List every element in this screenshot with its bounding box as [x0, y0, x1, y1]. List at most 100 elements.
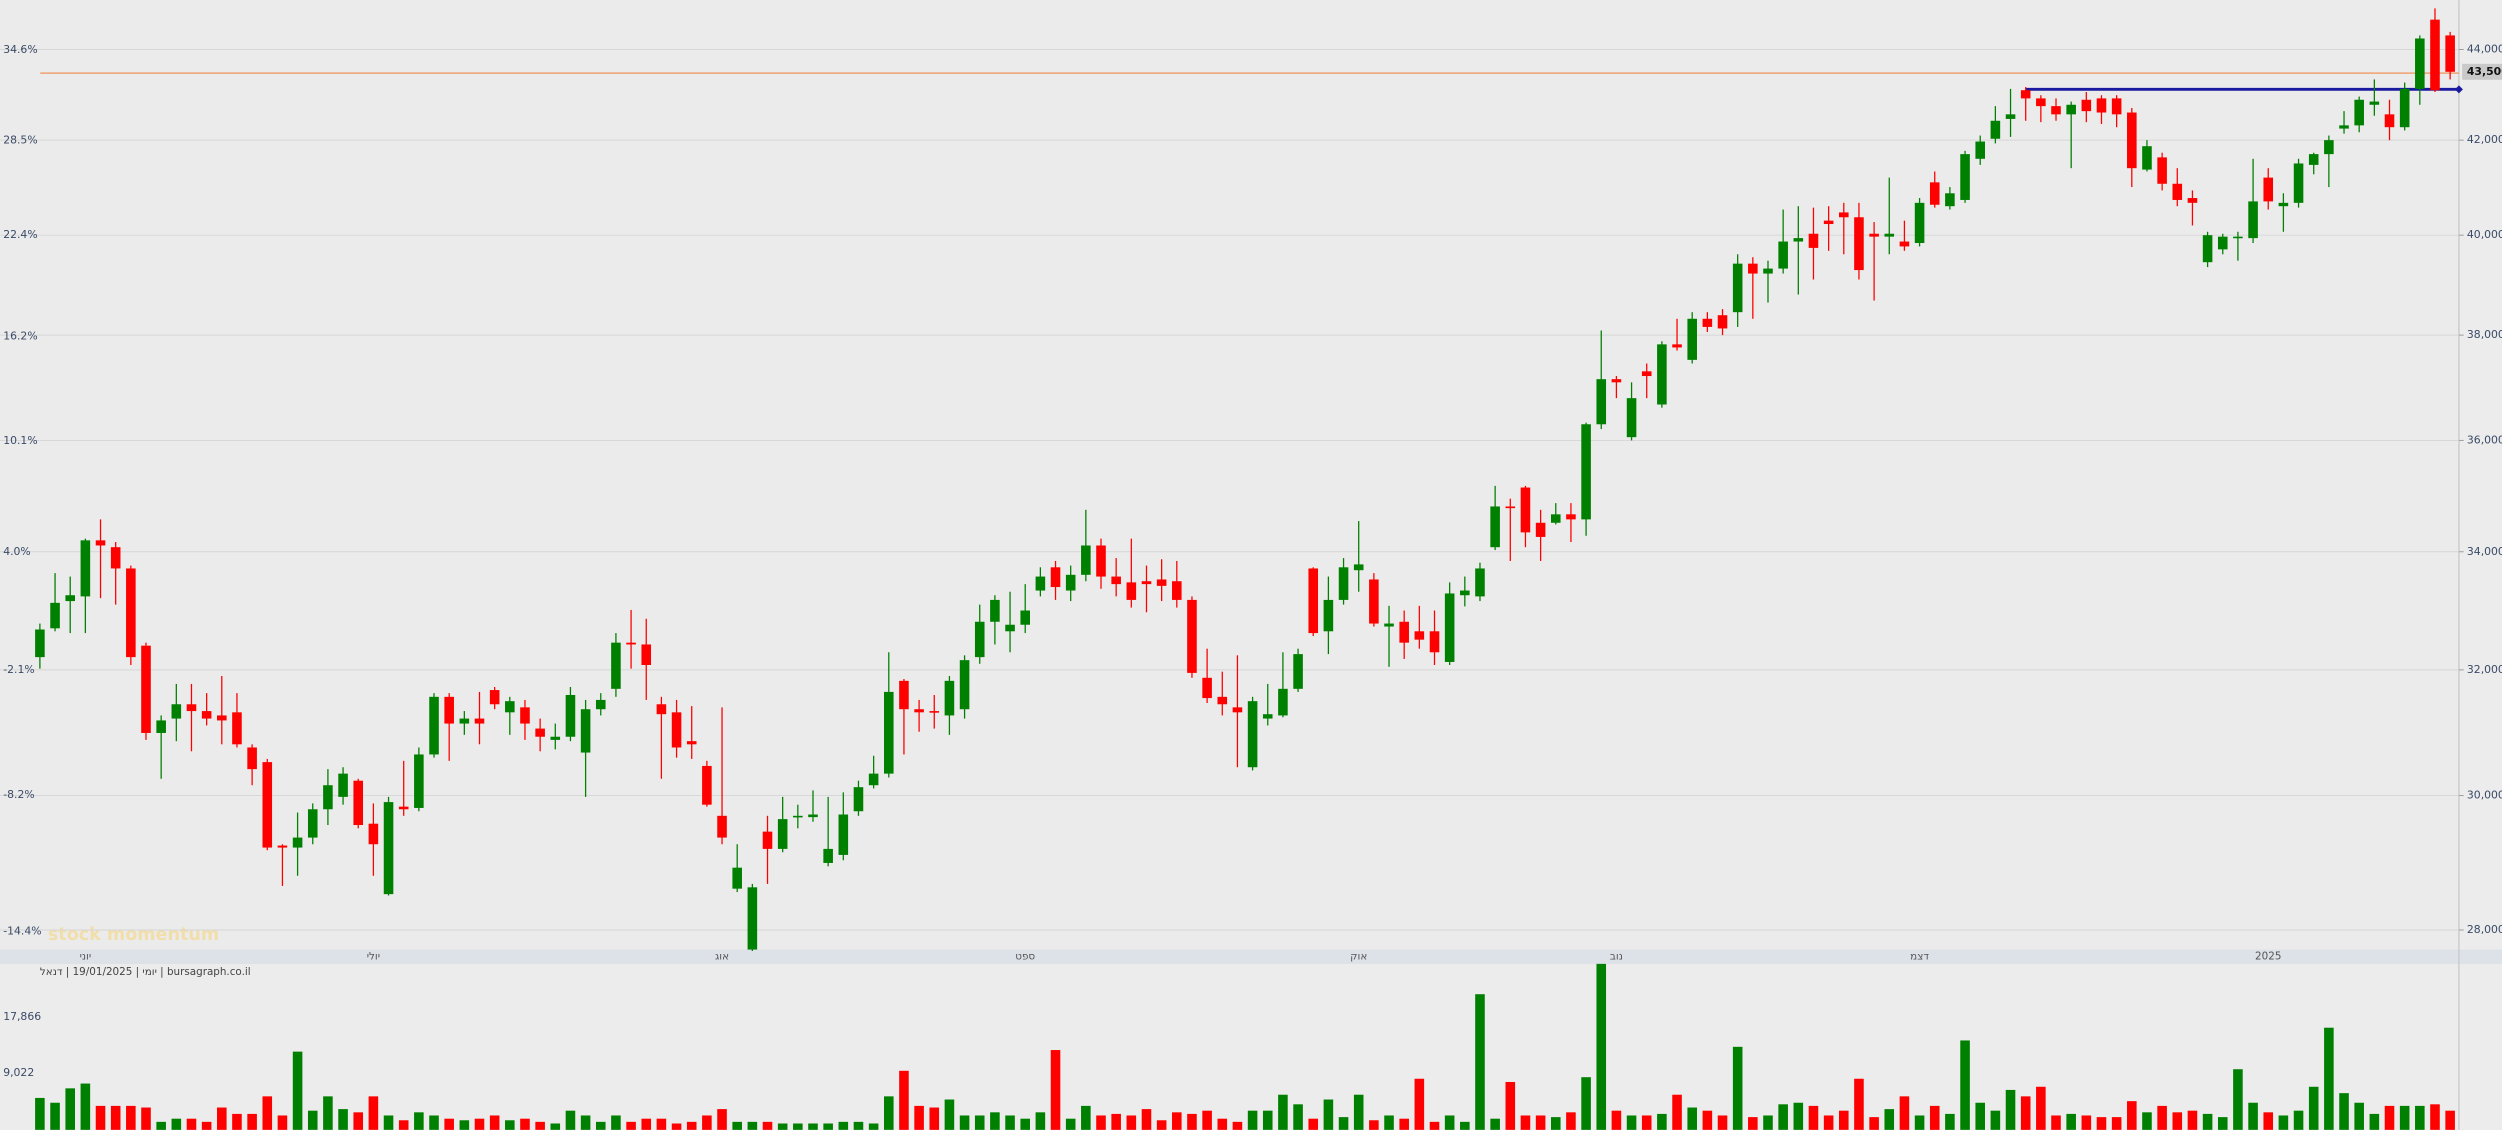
- volume-bar: [414, 1112, 424, 1130]
- candle-body: [1808, 233, 1819, 248]
- volume-bar: [2096, 1117, 2107, 1130]
- volume-bar: [611, 1115, 621, 1130]
- volume-bar: [2036, 1086, 2046, 1130]
- volume-bar: [793, 1123, 803, 1130]
- candle-body: [2142, 146, 2152, 170]
- volume-bar: [1823, 1115, 1834, 1130]
- volume-bar: [944, 1099, 955, 1130]
- volume-bar: [1687, 1107, 1697, 1130]
- candle-body: [1732, 263, 1743, 313]
- volume-bar: [747, 1121, 758, 1130]
- y2-tick-label: 28.5%: [3, 133, 37, 146]
- volume-bar: [1839, 1110, 1849, 1130]
- candle-body: [1232, 707, 1243, 713]
- candle-body: [2005, 114, 2016, 119]
- candle-body: [1353, 564, 1364, 571]
- volume-bar: [656, 1118, 667, 1130]
- candle-body: [217, 715, 227, 721]
- x-tick-label: 2025: [2255, 951, 2281, 963]
- candle-body: [338, 773, 348, 797]
- volume-bar: [1126, 1115, 1137, 1130]
- volume-bar: [1111, 1113, 1121, 1130]
- candle-body: [489, 690, 500, 705]
- volume-bar: [1626, 1115, 1637, 1130]
- candle-body: [1020, 610, 1031, 625]
- volume-bar: [338, 1109, 348, 1130]
- volume-bar: [808, 1123, 818, 1130]
- volume-bar: [474, 1118, 485, 1130]
- volume-bar: [1611, 1110, 1622, 1130]
- volume-bar: [1050, 1050, 1061, 1130]
- candle-body: [1202, 677, 1212, 699]
- volume-bar: [2202, 1113, 2213, 1130]
- candle-body: [2293, 163, 2304, 203]
- candle-body: [702, 765, 712, 805]
- candle-body: [2445, 35, 2455, 72]
- volume-bar: [974, 1115, 985, 1130]
- volume-bar: [2172, 1112, 2183, 1130]
- volume-bar: [762, 1121, 773, 1130]
- candle-body: [883, 691, 894, 774]
- volume-bar: [1414, 1078, 1425, 1130]
- volume-bar: [1763, 1115, 1773, 1130]
- volume-bar: [2187, 1110, 2198, 1130]
- candle-body: [1460, 590, 1470, 596]
- candle-body: [990, 599, 1000, 622]
- candle-body: [2399, 88, 2410, 128]
- y-tick-label: 36,000: [2467, 433, 2502, 446]
- volume-bar: [1081, 1105, 1091, 1130]
- volume-bar: [1247, 1110, 1258, 1130]
- candle-body: [1611, 379, 1622, 383]
- candle-body: [307, 809, 318, 838]
- volume-bar: [1929, 1105, 1940, 1130]
- volume-bar: [1384, 1115, 1394, 1130]
- volume-bar: [110, 1105, 121, 1130]
- candle-body: [1535, 522, 1546, 537]
- volume-bar: [1399, 1118, 1409, 1130]
- watermark: stock momentum: [48, 925, 219, 945]
- volume-bar: [1975, 1102, 1986, 1130]
- volume-bar: [95, 1105, 106, 1130]
- candle-body: [1854, 217, 1864, 271]
- volume-bar: [1035, 1112, 1046, 1130]
- candle-body: [323, 785, 333, 810]
- candle-body: [2020, 90, 2031, 99]
- y2-tick-label: 4.0%: [3, 545, 31, 558]
- volume-bar: [1202, 1110, 1212, 1130]
- date-band: [0, 949, 2502, 964]
- volume-bar: [2233, 1069, 2243, 1130]
- volume-bar: [1096, 1115, 1106, 1130]
- candle-body: [2157, 157, 2167, 184]
- volume-bar: [1020, 1118, 1031, 1130]
- candle-body: [1035, 576, 1046, 591]
- candle-body: [383, 802, 394, 895]
- volume-bar: [459, 1120, 470, 1130]
- y-tick-label: 32,000: [2467, 663, 2502, 676]
- candle-body: [1929, 182, 1940, 205]
- volume-bar: [247, 1113, 257, 1130]
- volume-bar: [732, 1121, 742, 1130]
- candle-body: [2066, 104, 2076, 115]
- y2-tick-label: -8.2%: [3, 788, 34, 801]
- volume-bar: [232, 1113, 242, 1130]
- candle-body: [732, 867, 742, 889]
- volume-bar: [2369, 1113, 2380, 1130]
- candle-body: [1369, 579, 1379, 624]
- volume-bar: [565, 1110, 576, 1130]
- volume-bar: [1172, 1112, 1182, 1130]
- volume-bar: [1217, 1118, 1228, 1130]
- candle-body: [474, 718, 485, 724]
- volume-bar: [2157, 1105, 2167, 1130]
- candle-body: [2233, 236, 2243, 239]
- candle-body: [1429, 631, 1440, 653]
- candle-body: [262, 762, 273, 848]
- candle-body: [2187, 198, 2198, 203]
- candle-body: [1384, 623, 1394, 627]
- candle-body: [247, 747, 257, 770]
- y2-tick-label: 22.4%: [3, 228, 37, 241]
- y2-tick-label: 16.2%: [3, 329, 37, 342]
- volume-bar: [1899, 1096, 1910, 1130]
- candle-body: [868, 773, 879, 786]
- volume-bar: [2005, 1089, 2016, 1130]
- candle-body: [50, 602, 60, 629]
